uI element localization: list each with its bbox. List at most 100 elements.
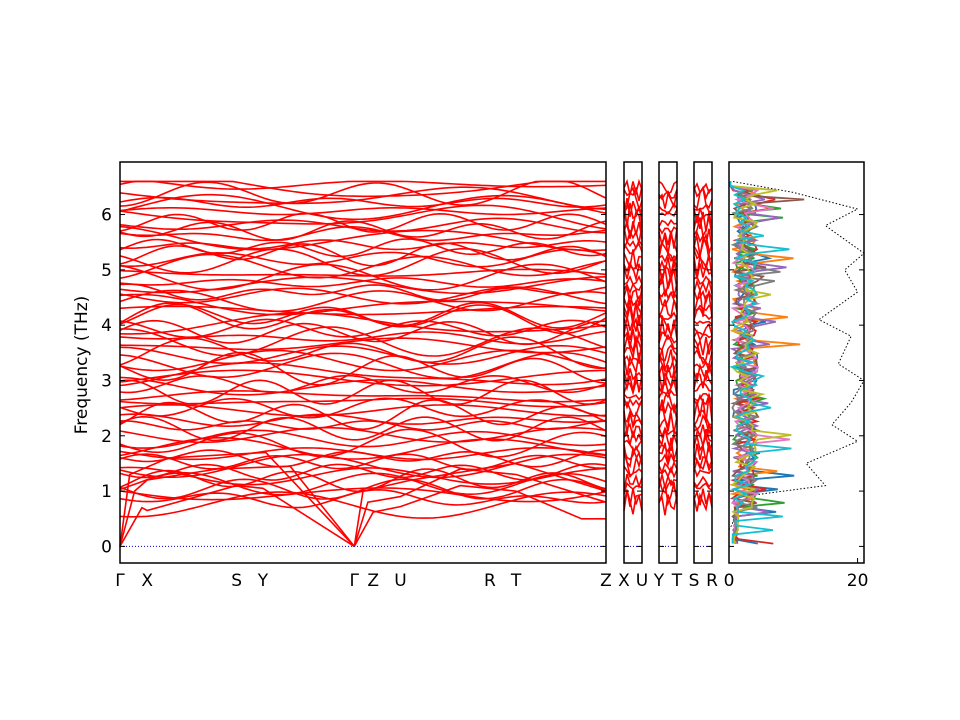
- band-line: [693, 304, 713, 312]
- panel-frame: [623, 161, 643, 564]
- band-line: [119, 376, 607, 396]
- path-label: R: [484, 571, 496, 591]
- y-tick-label: 5: [101, 261, 112, 281]
- band-line: [658, 494, 678, 516]
- band-line: [119, 326, 607, 357]
- band-line: [119, 447, 607, 461]
- band-line: [658, 452, 678, 468]
- band-line: [658, 227, 678, 249]
- band-lines: [658, 180, 678, 516]
- band-line: [119, 466, 607, 486]
- band-line: [119, 463, 607, 481]
- band-line: [119, 186, 607, 211]
- band-line: [119, 361, 607, 387]
- x-tick-label: 20: [847, 571, 869, 591]
- band-line: [623, 473, 643, 492]
- band-line: [119, 305, 607, 316]
- band-line: [658, 189, 678, 201]
- path-label: T: [671, 571, 683, 591]
- panel-frame: [119, 161, 607, 564]
- band-line: [119, 374, 607, 394]
- band-line: [623, 299, 643, 320]
- band-line: [658, 460, 678, 476]
- band-line: [693, 203, 713, 213]
- band-lines: [623, 178, 643, 515]
- y-tick-label: 1: [101, 482, 112, 502]
- path-label: X: [141, 571, 153, 591]
- path-label: U: [636, 571, 648, 591]
- band-line: [119, 379, 607, 406]
- path-label: R: [706, 571, 718, 591]
- acoustic-branch: [119, 484, 355, 548]
- band-line: [119, 212, 607, 233]
- band-line: [623, 249, 642, 270]
- band-line: [658, 331, 678, 344]
- band-line: [119, 349, 607, 372]
- band-line: [623, 352, 643, 376]
- band-line: [623, 368, 643, 383]
- band-line: [693, 181, 713, 195]
- band-line: [658, 354, 678, 373]
- path-label: Y: [257, 571, 269, 591]
- x-tick-label: 0: [724, 571, 735, 591]
- band-line: [119, 263, 607, 291]
- band-line: [693, 413, 713, 436]
- band-line: [623, 372, 643, 393]
- path-label: U: [394, 571, 406, 591]
- partial-dos-line: [728, 181, 792, 544]
- band-line: [658, 343, 678, 362]
- band-line: [693, 475, 713, 489]
- acoustic-branch: [353, 484, 606, 547]
- band-line: [623, 185, 643, 201]
- band-line: [693, 392, 713, 407]
- band-line: [119, 217, 607, 234]
- band-line: [658, 226, 678, 235]
- band-line: [693, 207, 713, 224]
- band-line: [658, 180, 678, 195]
- band-line: [658, 437, 678, 463]
- acoustic-branch: [353, 462, 607, 547]
- band-line: [119, 193, 607, 221]
- band-line: [119, 302, 607, 335]
- band-line: [693, 482, 713, 491]
- band-line: [658, 218, 678, 227]
- band-line: [623, 261, 643, 274]
- band-line: [119, 277, 607, 288]
- band-line: [119, 491, 607, 519]
- band-line: [693, 232, 713, 256]
- band-line: [693, 320, 713, 325]
- partial-dos-line: [729, 181, 781, 545]
- path-label: T: [510, 571, 522, 591]
- band-line: [623, 224, 643, 244]
- band-line: [693, 381, 713, 393]
- band-line: [658, 267, 678, 291]
- band-line: [623, 444, 643, 465]
- band-line: [693, 360, 713, 375]
- band-line: [623, 439, 643, 451]
- band-line: [693, 428, 713, 449]
- band-line: [119, 283, 607, 302]
- acoustic-branch: [119, 451, 355, 547]
- band-line: [693, 288, 713, 305]
- band-line: [693, 243, 713, 270]
- y-tick-label: 3: [101, 371, 112, 391]
- path-label: S: [231, 571, 242, 591]
- panel-frame: [693, 161, 713, 564]
- band-line: [119, 180, 606, 198]
- band-line: [693, 466, 713, 479]
- band-line: [119, 478, 607, 500]
- band-line: [119, 301, 607, 329]
- path-label: Z: [367, 571, 379, 591]
- band-line: [693, 392, 713, 402]
- band-line: [119, 351, 607, 386]
- path-label: Γ: [350, 571, 360, 591]
- band-line: [658, 311, 678, 321]
- y-tick-label: 2: [101, 427, 112, 447]
- band-lines: [693, 181, 713, 512]
- band-line: [119, 225, 607, 252]
- acoustic-branch: [353, 468, 607, 547]
- band-line: [693, 453, 713, 471]
- band-line: [658, 428, 678, 452]
